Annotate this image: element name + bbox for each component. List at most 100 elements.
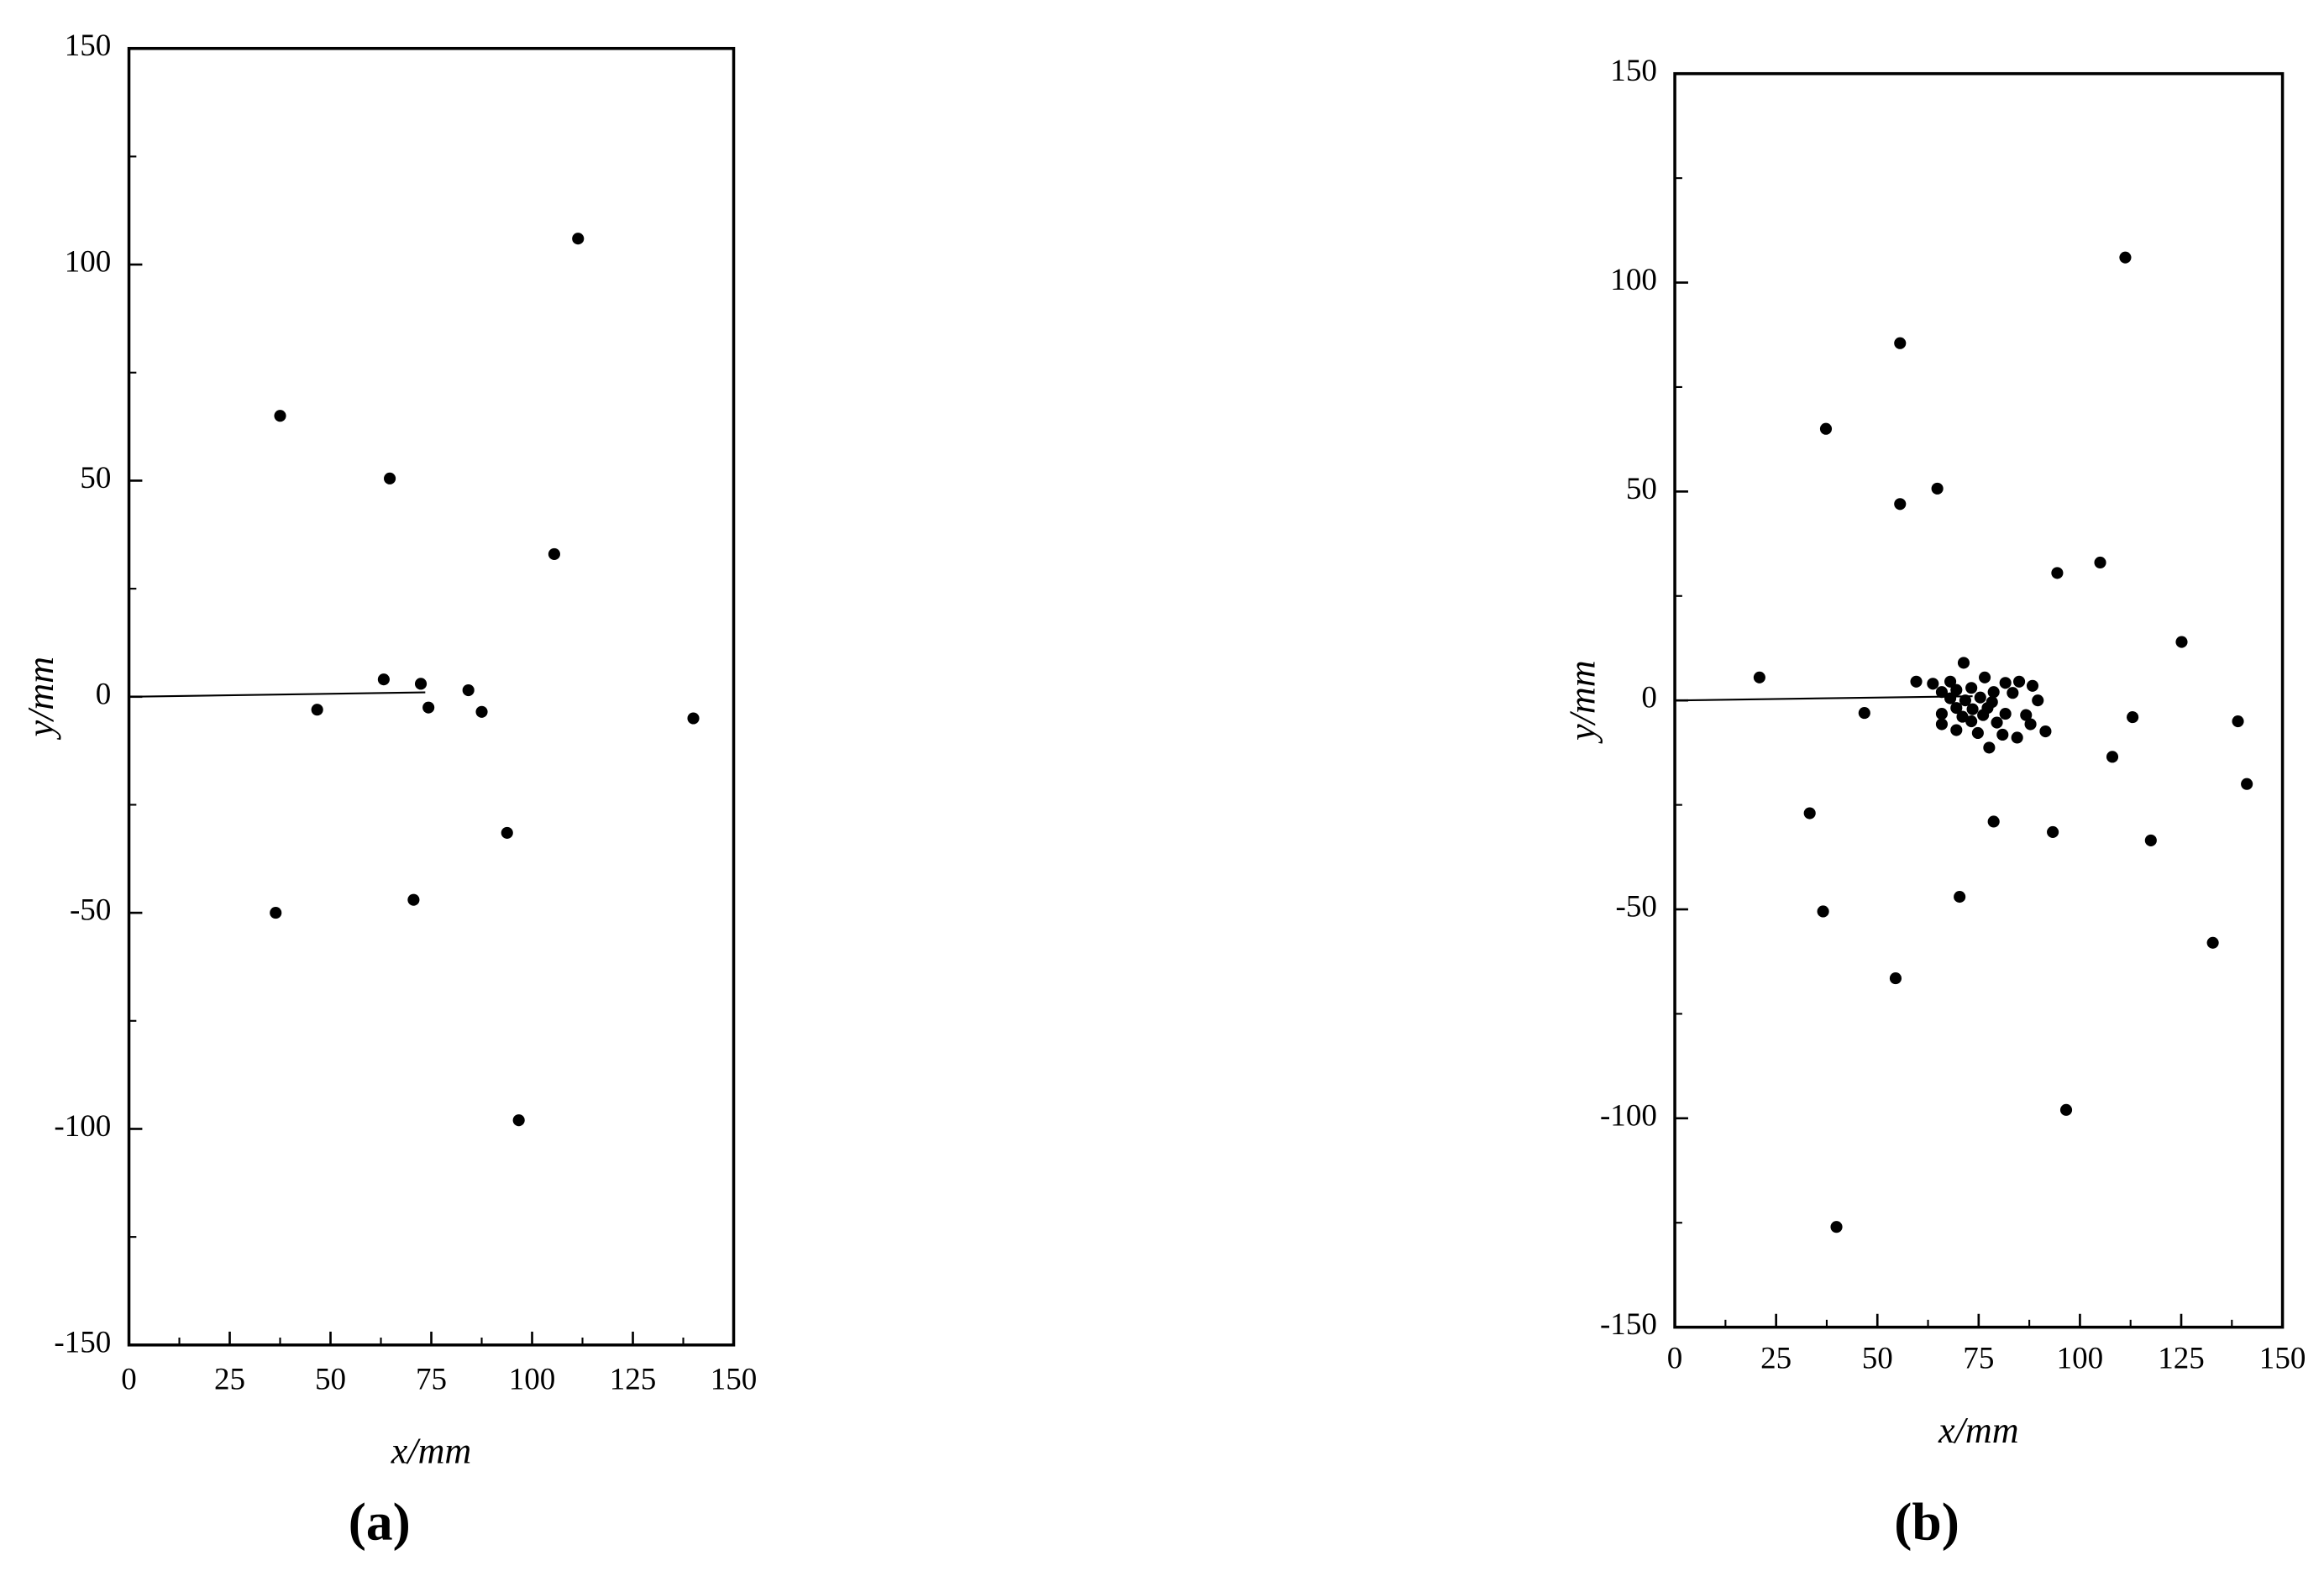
point xyxy=(2106,751,2119,763)
point xyxy=(462,683,475,697)
point xyxy=(2206,936,2219,949)
point xyxy=(1935,708,1948,720)
point xyxy=(1991,716,2003,729)
plot-frame xyxy=(127,46,736,1347)
y-axis-label: y/mm xyxy=(1561,660,1603,744)
panel-caption: (b) xyxy=(1894,1491,1959,1551)
y-tick-label: -150 xyxy=(54,1325,111,1359)
point xyxy=(1935,718,1948,731)
y-tick-label: 50 xyxy=(1626,472,1657,506)
point xyxy=(1944,675,1957,688)
point xyxy=(1950,683,1963,696)
point xyxy=(2026,679,2039,692)
point xyxy=(1889,972,1902,985)
point xyxy=(1858,707,1870,720)
point xyxy=(2059,1103,2073,1116)
point xyxy=(2011,731,2023,744)
point xyxy=(572,233,585,245)
y-tick-label: -150 xyxy=(1600,1307,1657,1342)
point xyxy=(1987,686,2000,699)
point xyxy=(2232,715,2244,728)
x-tick-label: 50 xyxy=(1862,1342,1893,1376)
y-tick-label: 50 xyxy=(80,461,111,495)
x-tick-label: 25 xyxy=(1760,1342,1792,1376)
point xyxy=(1894,498,1907,511)
point xyxy=(548,547,560,560)
point xyxy=(2241,778,2253,790)
point xyxy=(2039,725,2052,738)
point xyxy=(384,472,396,484)
point xyxy=(2144,834,2157,846)
point xyxy=(2024,718,2037,731)
point xyxy=(2007,687,2019,699)
point xyxy=(1950,724,1963,736)
y-tick-label: 150 xyxy=(65,29,112,63)
y-tick-label: 0 xyxy=(1641,681,1657,715)
point xyxy=(407,893,420,906)
point xyxy=(1894,337,1907,349)
point xyxy=(2175,636,2188,648)
x-tick-label: 75 xyxy=(1963,1342,1994,1376)
y-tick-label: -100 xyxy=(54,1109,111,1144)
point xyxy=(2051,567,2064,579)
y-axis-label: y/mm xyxy=(20,657,61,741)
x-axis-label: x/mm xyxy=(1938,1410,2019,1451)
x-tick-label: 125 xyxy=(2158,1342,2205,1376)
y-tick-label: -50 xyxy=(1616,889,1657,924)
point xyxy=(1957,657,1970,669)
point xyxy=(1965,682,1978,694)
point xyxy=(2119,251,2132,264)
point xyxy=(1966,703,1979,715)
point xyxy=(1819,422,1833,435)
y-tick-label: 150 xyxy=(1610,54,1657,88)
point xyxy=(1910,675,1923,688)
panel-caption: (a) xyxy=(349,1491,411,1551)
x-tick-label: 100 xyxy=(509,1362,556,1396)
point xyxy=(1977,709,1990,721)
x-tick-label: 50 xyxy=(315,1362,346,1396)
y-tick-label: 0 xyxy=(96,677,112,711)
point xyxy=(274,410,286,422)
point xyxy=(1927,678,1939,690)
point xyxy=(422,701,435,714)
point xyxy=(1996,728,2009,741)
segment-line xyxy=(1675,695,1973,702)
point xyxy=(501,826,513,839)
x-tick-label: 0 xyxy=(1667,1342,1683,1376)
point xyxy=(1803,807,1816,820)
point xyxy=(414,678,428,690)
point xyxy=(1965,715,1978,728)
point xyxy=(1931,482,1944,495)
point xyxy=(1935,686,1948,699)
point xyxy=(1944,692,1957,704)
y-tick-label: -50 xyxy=(70,893,111,928)
point xyxy=(2032,694,2044,707)
point xyxy=(1987,815,2000,828)
point xyxy=(311,704,323,716)
point xyxy=(1999,677,2012,689)
x-tick-label: 75 xyxy=(416,1362,447,1396)
point xyxy=(687,712,700,725)
x-tick-label: 0 xyxy=(121,1362,137,1396)
point xyxy=(475,705,488,718)
point xyxy=(1950,702,1963,715)
point xyxy=(1817,905,1829,918)
point xyxy=(1954,891,1966,903)
point xyxy=(1753,671,1765,683)
y-tick-label: 100 xyxy=(65,245,112,280)
x-axis-label: x/mm xyxy=(391,1431,472,1472)
point xyxy=(377,673,390,686)
point xyxy=(1830,1221,1843,1233)
segment-line xyxy=(129,691,426,698)
point xyxy=(2013,675,2026,688)
x-tick-label: 125 xyxy=(610,1362,657,1396)
x-tick-label: 100 xyxy=(2057,1342,2104,1376)
point xyxy=(1956,710,1969,723)
x-tick-label: 150 xyxy=(711,1362,758,1396)
point xyxy=(270,907,282,919)
point xyxy=(1971,726,1984,740)
point xyxy=(1959,694,1971,707)
point xyxy=(2047,825,2059,838)
point xyxy=(2094,556,2106,569)
